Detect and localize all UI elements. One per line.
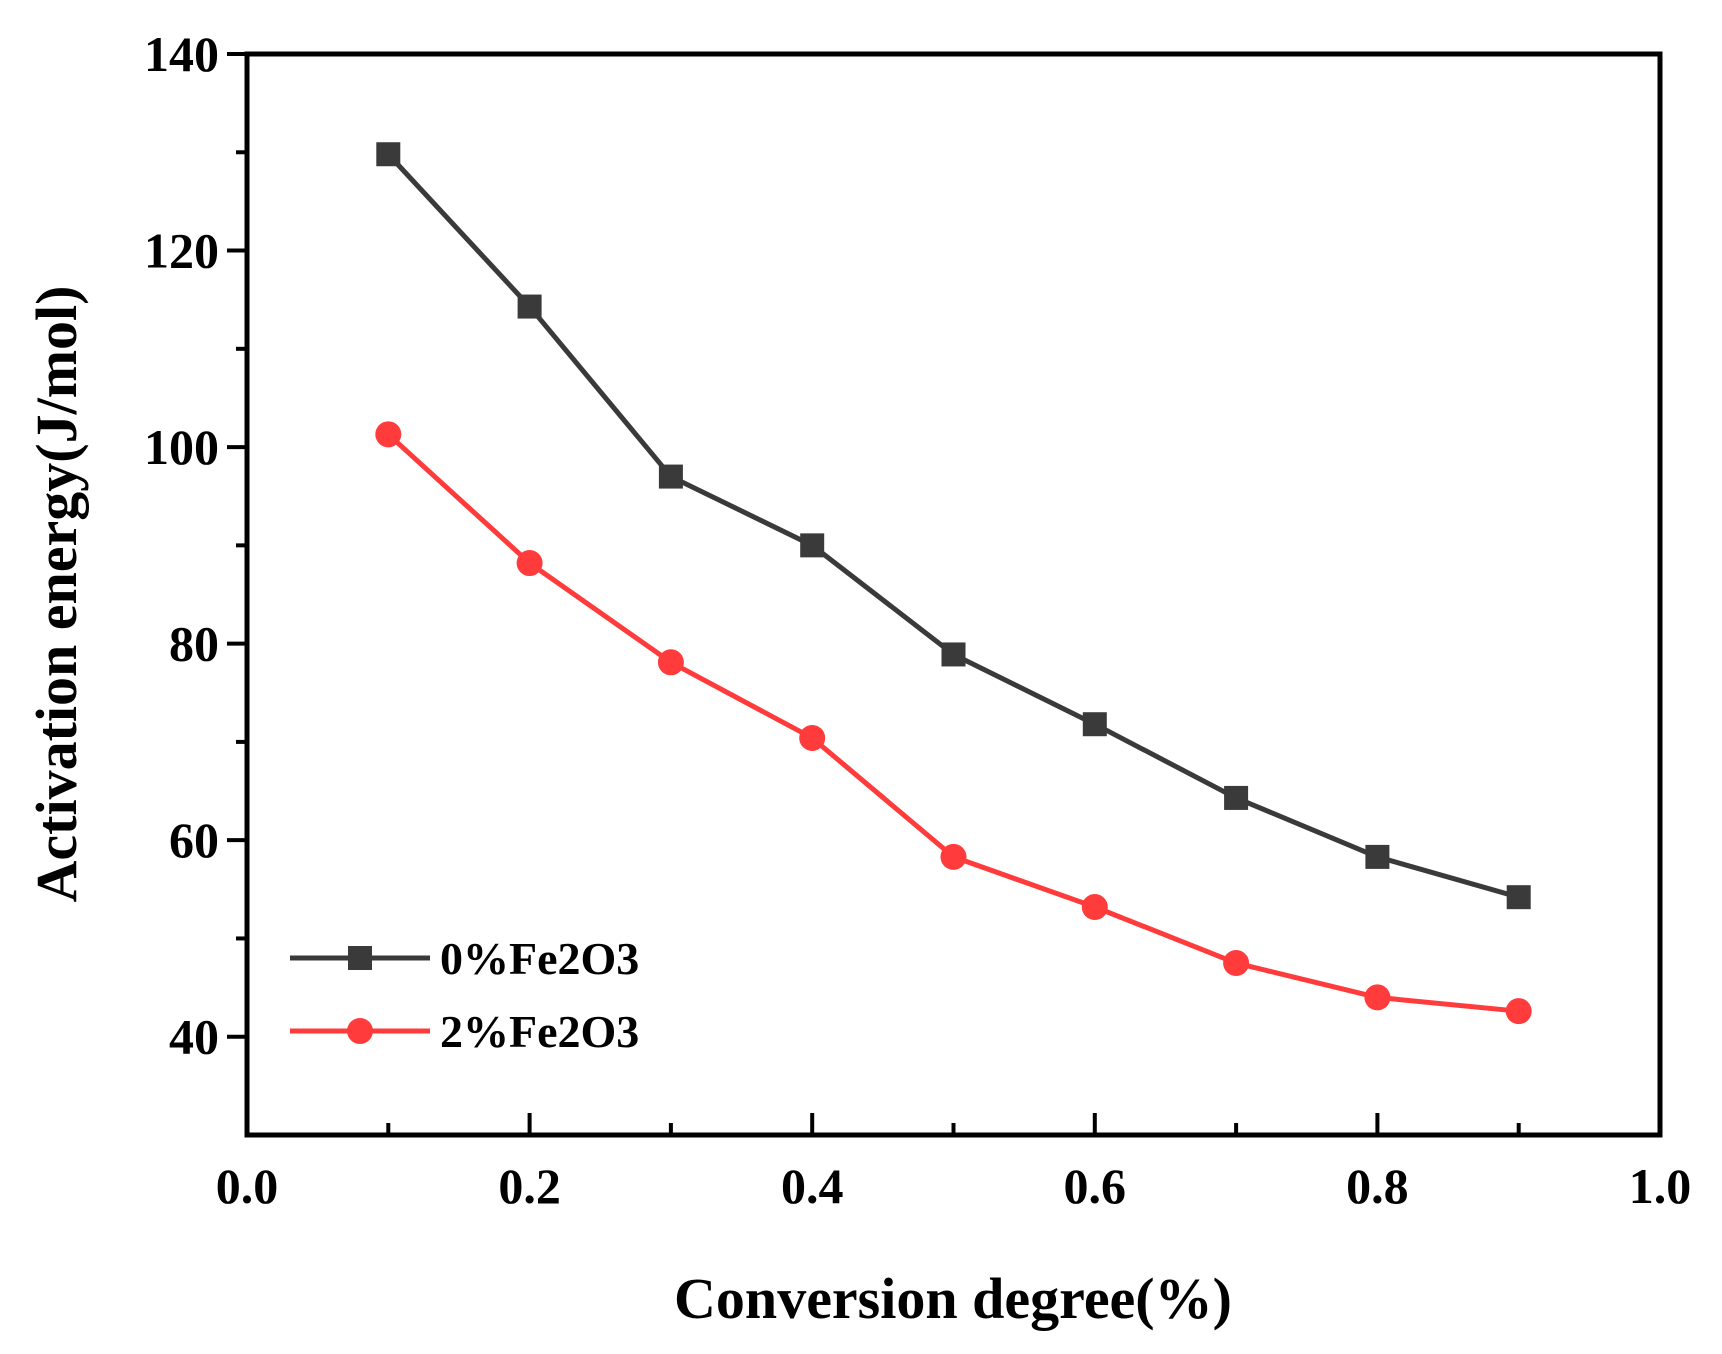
data-point-square — [1224, 785, 1249, 810]
data-point-square — [517, 294, 542, 319]
data-point-circle — [799, 724, 826, 751]
data-point-square — [1506, 885, 1531, 910]
legend-marker — [348, 946, 372, 970]
y-tick-label: 40 — [169, 1009, 219, 1065]
legend-marker — [347, 1018, 373, 1044]
y-tick-label: 100 — [144, 419, 219, 475]
y-tick-label: 120 — [144, 223, 219, 279]
axis-ticks — [227, 52, 1662, 1135]
series-2-fe2o3 — [375, 421, 1532, 1025]
x-tick-label: 0.2 — [498, 1158, 561, 1214]
data-point-circle — [516, 550, 543, 577]
y-tick-label: 140 — [144, 26, 219, 82]
series-0-fe2o3 — [376, 142, 1531, 910]
data-point-square — [1082, 712, 1107, 737]
data-point-square — [941, 642, 966, 667]
legend: 0%Fe2O3 2%Fe2O3 — [290, 933, 639, 1057]
data-point-circle — [1223, 950, 1250, 977]
series-layer — [375, 142, 1532, 1025]
x-tick-label: 0.6 — [1064, 1158, 1127, 1214]
x-axis-title: Conversion degree(%) — [674, 1266, 1232, 1331]
x-tick-label: 0.0 — [216, 1158, 279, 1214]
legend-item: 0%Fe2O3 — [290, 933, 639, 984]
series-line — [386, 152, 1520, 900]
data-point-circle — [375, 421, 402, 448]
data-point-circle — [1505, 998, 1532, 1025]
x-tick-label: 0.8 — [1346, 1158, 1409, 1214]
legend-label: 2%Fe2O3 — [440, 1006, 639, 1057]
legend-label: 0%Fe2O3 — [440, 933, 639, 984]
x-tick-label: 1.0 — [1629, 1158, 1692, 1214]
data-point-square — [658, 464, 683, 489]
legend-item: 2%Fe2O3 — [290, 1006, 639, 1057]
data-point-circle — [940, 843, 967, 870]
y-axis-title: Activation energy(J/mol) — [24, 286, 89, 903]
data-point-circle — [1081, 894, 1108, 921]
y-tick-label: 80 — [169, 616, 219, 672]
data-point-circle — [657, 649, 684, 676]
data-point-square — [376, 142, 401, 167]
axis-tick-labels: 0.0 0.2 0.4 0.6 0.8 1.0 40 60 80 100 120 140 — [144, 26, 1691, 1214]
data-point-square — [1365, 844, 1390, 869]
y-tick-label: 60 — [169, 812, 219, 868]
data-point-circle — [1364, 984, 1391, 1011]
data-point-square — [800, 533, 825, 558]
series-line — [386, 432, 1519, 1014]
x-tick-label: 0.4 — [781, 1158, 844, 1214]
